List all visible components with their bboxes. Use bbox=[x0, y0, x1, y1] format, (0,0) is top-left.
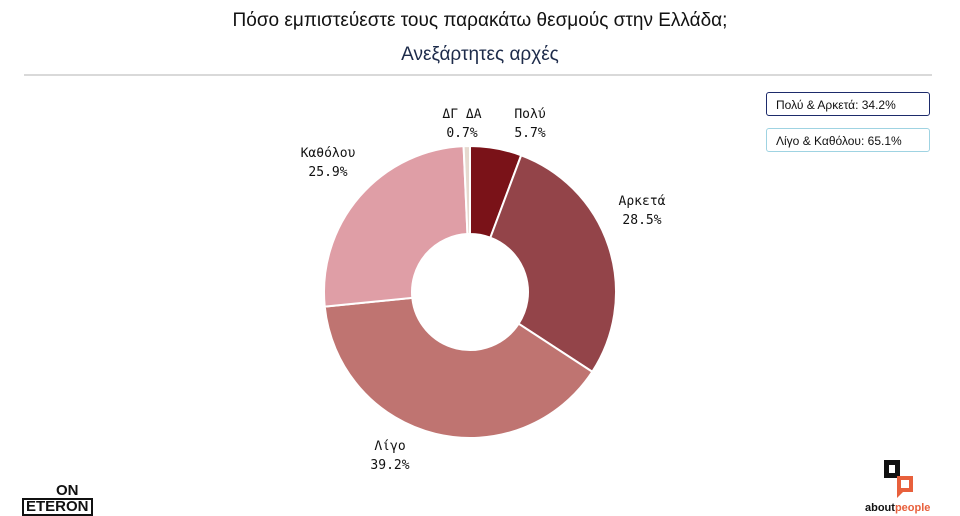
slice-value-2: 39.2% bbox=[370, 458, 409, 473]
slice-value-4: 0.7% bbox=[446, 126, 477, 141]
slice-value-1: 28.5% bbox=[622, 213, 661, 228]
aboutpeople-logo-main: about bbox=[865, 502, 895, 514]
eteron-logo: ON ETERON bbox=[22, 482, 93, 516]
aboutpeople-logo-mark bbox=[884, 460, 913, 498]
aboutpeople-logo-accent: people bbox=[894, 502, 931, 514]
chart-subtitle: Ανεξάρτητες αρχές bbox=[401, 44, 559, 65]
eteron-logo-on: ON bbox=[56, 482, 79, 499]
header-divider bbox=[24, 74, 932, 76]
slice-value-3: 25.9% bbox=[308, 165, 347, 180]
donut-slice-3 bbox=[323, 145, 469, 308]
donut-slice-4 bbox=[462, 144, 471, 236]
slice-label-0: Πολύ bbox=[514, 107, 545, 122]
donut-slice-2 bbox=[323, 296, 594, 439]
slice-label-4: ΔΓ ΔΑ bbox=[442, 107, 481, 122]
slice-label-2: Λίγο bbox=[374, 439, 405, 454]
aboutpeople-logo-text: aboutpeople bbox=[865, 502, 930, 514]
donut-slice-1 bbox=[489, 153, 617, 374]
slice-label-1: Αρκετά bbox=[619, 194, 666, 209]
summary-badge-positive: Πολύ & Αρκετά: 34.2% bbox=[766, 92, 930, 116]
chart-title: Πόσο εμπιστεύεστε τους παρακάτω θεσμούς … bbox=[232, 10, 728, 31]
eteron-logo-name: ETERON bbox=[22, 498, 93, 516]
slice-value-0: 5.7% bbox=[514, 126, 545, 141]
summary-badge-negative: Λίγο & Καθόλου: 65.1% bbox=[766, 128, 930, 152]
slice-label-3: Καθόλου bbox=[301, 146, 356, 161]
